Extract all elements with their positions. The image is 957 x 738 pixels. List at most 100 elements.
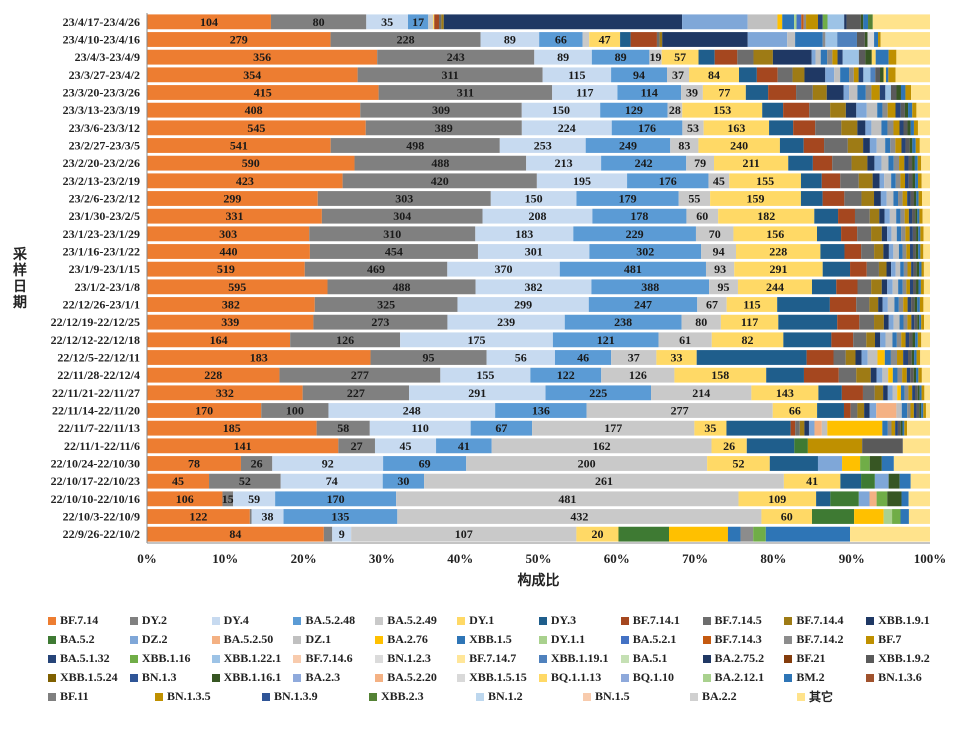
bar-segment	[739, 67, 757, 83]
legend-label: DY.2	[141, 613, 168, 627]
data-label: 45	[172, 474, 184, 488]
bar-segment	[887, 226, 892, 242]
legend-label: BN.1.2.3	[387, 651, 431, 665]
bar-segment	[491, 438, 712, 454]
legend-label: BN.1.2	[488, 689, 523, 703]
data-label: 177	[604, 421, 622, 435]
bar-segment	[408, 14, 429, 30]
bar-segment	[357, 67, 543, 83]
legend-swatch	[293, 673, 302, 682]
data-label: 183	[515, 227, 533, 241]
legend-swatch	[211, 673, 220, 682]
bar-segment	[923, 244, 930, 259]
legend-label: BA.2.76	[387, 632, 428, 646]
bar-segment	[822, 14, 828, 30]
legend-item: BF.7.14.1	[620, 613, 703, 628]
bar-segment	[912, 155, 915, 171]
bar-segment	[746, 438, 795, 454]
data-label: 28	[669, 103, 681, 117]
data-label: 77	[718, 86, 730, 100]
legend-label: BN.1.3.9	[274, 689, 318, 703]
bar-segment	[904, 155, 909, 171]
data-label: 249	[619, 139, 637, 153]
bar-segment	[837, 49, 843, 65]
bar-segment	[856, 297, 870, 312]
bar-segment	[714, 155, 789, 171]
bar-segment	[883, 314, 889, 330]
bar-segment	[919, 385, 922, 401]
bar-segment	[878, 297, 883, 312]
bar-segment	[921, 173, 930, 189]
bar-segment	[443, 14, 683, 30]
bar-segment	[849, 67, 854, 83]
bar-segment	[559, 261, 706, 277]
bar-row: 84 9 107 20	[147, 526, 930, 542]
bar-segment	[899, 314, 904, 330]
bar-segment	[921, 332, 930, 348]
bar-segment	[576, 526, 619, 542]
bar-segment	[698, 49, 715, 65]
bar-segment	[317, 191, 491, 206]
bar-segment	[921, 367, 930, 383]
bar-segment	[656, 32, 660, 47]
bar-segment	[806, 14, 818, 30]
bar-segment	[768, 85, 797, 100]
legend-swatch	[48, 692, 56, 701]
bar-segment	[886, 191, 894, 206]
bar-segment	[881, 456, 894, 471]
bar-segment	[908, 509, 930, 524]
legend-label: BF.7.14.7	[469, 651, 517, 665]
bar-segment	[147, 261, 305, 277]
bar-segment	[898, 244, 903, 259]
bar-segment	[908, 102, 913, 118]
bar-segment	[923, 297, 930, 312]
data-label: 41	[806, 474, 818, 488]
bar-segment	[290, 332, 401, 348]
bar-segment	[895, 173, 901, 189]
bar-segment	[877, 102, 883, 118]
category-label: 23/1/16-23/1/22	[63, 245, 140, 259]
bar-segment	[709, 279, 738, 295]
y-axis-title-char: 日	[13, 279, 27, 295]
bar-segment	[627, 173, 709, 189]
bar-segment	[876, 491, 888, 507]
bar-segment	[396, 491, 739, 507]
bar-segment	[863, 67, 871, 83]
bar-segment	[825, 67, 835, 83]
bar-segment	[921, 385, 925, 401]
bar-segment	[800, 191, 823, 206]
bar-segment	[480, 32, 540, 47]
bar-segment	[778, 314, 838, 330]
bar-segment	[911, 261, 914, 277]
bar-segment	[913, 367, 917, 383]
legend-swatch	[369, 692, 377, 701]
data-label: 89	[557, 50, 569, 64]
bar-segment	[874, 191, 881, 206]
bar-segment	[807, 438, 863, 454]
bar-segment	[865, 49, 872, 65]
bar-segment	[147, 244, 310, 259]
bar-segment	[900, 102, 905, 118]
data-label: 9	[339, 527, 345, 541]
bar-segment	[843, 85, 850, 100]
data-label: 179	[619, 192, 637, 206]
bar-segment	[904, 102, 909, 118]
data-label: 178	[630, 209, 648, 223]
bar-segment	[860, 14, 864, 30]
bar-segment	[922, 208, 930, 224]
bar-segment	[817, 403, 844, 418]
bar-segment	[766, 367, 804, 383]
bar-segment	[342, 173, 537, 189]
data-label: 114	[641, 86, 658, 100]
bar-row: 170 100 248 136 277 66	[147, 403, 930, 418]
legend-item: XBB.1.5.24	[48, 670, 130, 685]
bar-segment	[689, 67, 740, 83]
bar-segment	[822, 261, 851, 277]
bar-segment	[705, 261, 735, 277]
data-label: 244	[766, 280, 784, 294]
bar-segment	[895, 138, 902, 153]
bar-segment	[917, 332, 922, 348]
data-label: 590	[242, 156, 260, 170]
data-label: 242	[635, 156, 653, 170]
